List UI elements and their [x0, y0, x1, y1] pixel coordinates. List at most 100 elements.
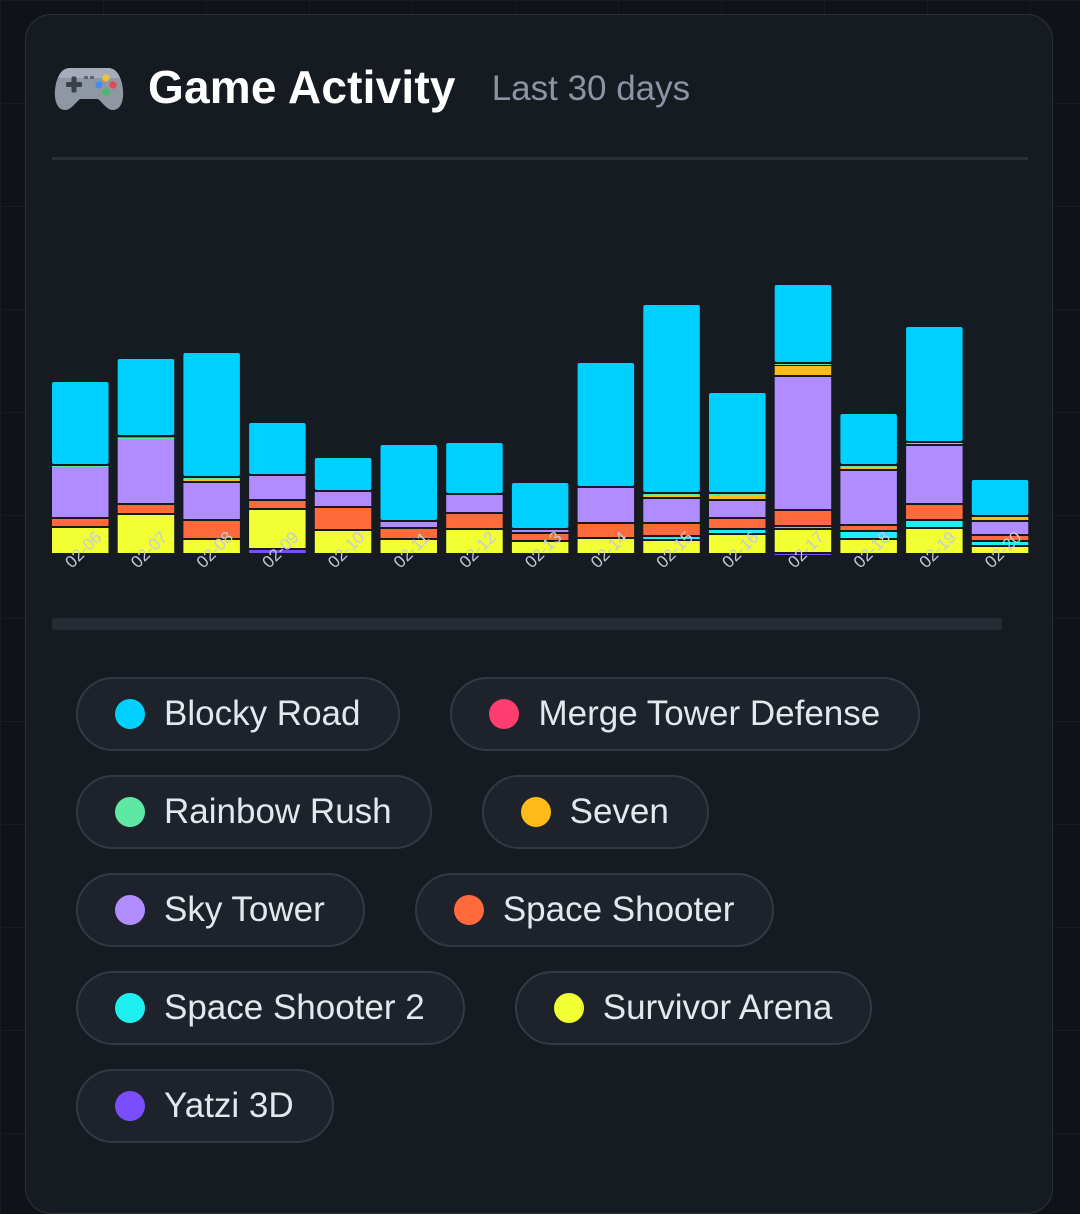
bar-segment[interactable]	[840, 466, 897, 467]
bar-segment[interactable]	[906, 327, 963, 441]
bar-segment[interactable]	[906, 443, 963, 444]
legend-item[interactable]: Yatzi 3D	[76, 1069, 334, 1143]
bar-segment[interactable]	[511, 542, 569, 553]
bar-segment[interactable]	[643, 305, 700, 492]
bar-segment[interactable]	[709, 494, 766, 495]
chart-scrollbar[interactable]	[52, 618, 1002, 630]
bar-segment[interactable]	[840, 540, 897, 553]
bar-stack-02-17[interactable]	[774, 285, 832, 555]
bar-stack-02-12[interactable]	[446, 443, 503, 553]
bar-segment[interactable]	[840, 532, 897, 538]
bar-stack-02-10[interactable]	[314, 458, 372, 553]
bar-segment[interactable]	[577, 488, 635, 522]
bar-stack-02-14[interactable]	[577, 363, 635, 553]
bar-segment[interactable]	[971, 480, 1029, 515]
bar-segment[interactable]	[314, 492, 372, 506]
bar-segment[interactable]	[314, 531, 372, 553]
bar-segment[interactable]	[183, 540, 240, 553]
legend-item[interactable]: Sky Tower	[76, 873, 365, 947]
bar-segment[interactable]	[774, 511, 832, 525]
bar-segment[interactable]	[971, 547, 1029, 553]
bar-segment[interactable]	[511, 483, 569, 528]
bar-segment[interactable]	[643, 537, 700, 539]
bar-stack-02-18[interactable]	[840, 414, 897, 553]
bar-segment[interactable]	[643, 495, 700, 497]
bar-segment[interactable]	[709, 530, 766, 533]
legend-item[interactable]: Rainbow Rush	[76, 775, 432, 849]
bar-segment[interactable]	[380, 529, 438, 538]
bar-stack-02-15[interactable]	[643, 305, 700, 553]
bar-segment[interactable]	[577, 524, 635, 537]
legend-item[interactable]: Merge Tower Defense	[450, 677, 921, 751]
bar-segment[interactable]	[314, 508, 372, 529]
legend-item[interactable]: Survivor Arena	[514, 971, 873, 1045]
bar-segment[interactable]	[577, 539, 635, 553]
bar-segment[interactable]	[380, 445, 438, 520]
bar-stack-02-11[interactable]	[380, 445, 438, 553]
bar-segment[interactable]	[511, 534, 569, 540]
bar-segment[interactable]	[577, 363, 635, 486]
legend-item[interactable]: Space Shooter 2	[76, 971, 465, 1045]
bar-segment[interactable]	[380, 540, 438, 553]
bar-segment[interactable]	[774, 527, 832, 528]
bar-segment[interactable]	[183, 483, 240, 519]
bar-segment[interactable]	[971, 542, 1029, 545]
bar-segment[interactable]	[906, 446, 963, 503]
legend-item[interactable]: Blocky Road	[76, 677, 401, 751]
bar-segment[interactable]	[117, 437, 175, 438]
bar-stack-02-13[interactable]	[511, 483, 569, 553]
bar-stack-02-16[interactable]	[709, 393, 766, 553]
bar-stack-02-07[interactable]	[117, 359, 175, 553]
bar-segment[interactable]	[52, 528, 109, 553]
bar-segment[interactable]	[840, 467, 897, 469]
bar-segment[interactable]	[249, 423, 306, 474]
bar-segment[interactable]	[774, 366, 832, 375]
bar-segment[interactable]	[643, 494, 700, 495]
bar-segment[interactable]	[117, 359, 175, 435]
bar-segment[interactable]	[774, 377, 832, 509]
bar-segment[interactable]	[840, 526, 897, 530]
bar-segment[interactable]	[709, 519, 766, 528]
bar-segment[interactable]	[446, 530, 503, 553]
bar-stack-02-06[interactable]	[52, 382, 109, 553]
bar-segment[interactable]	[52, 467, 109, 517]
bar-segment[interactable]	[183, 353, 240, 476]
bar-stack-02-09[interactable]	[249, 423, 306, 553]
bar-segment[interactable]	[52, 382, 109, 464]
bar-segment[interactable]	[643, 541, 700, 553]
bar-segment[interactable]	[446, 495, 503, 512]
bar-segment[interactable]	[709, 535, 766, 553]
bar-segment[interactable]	[774, 364, 832, 365]
bar-segment[interactable]	[774, 554, 832, 555]
bar-segment[interactable]	[971, 536, 1029, 540]
bar-segment[interactable]	[183, 521, 240, 538]
bar-segment[interactable]	[511, 530, 569, 532]
bar-segment[interactable]	[446, 443, 503, 493]
bar-segment[interactable]	[183, 478, 240, 479]
bar-segment[interactable]	[709, 495, 766, 499]
bar-stack-02-20[interactable]	[971, 480, 1029, 553]
bar-segment[interactable]	[183, 479, 240, 481]
bar-segment[interactable]	[117, 439, 175, 503]
bar-segment[interactable]	[774, 530, 832, 552]
bar-segment[interactable]	[117, 505, 175, 513]
bar-segment[interactable]	[643, 499, 700, 522]
bar-segment[interactable]	[774, 285, 832, 362]
bar-segment[interactable]	[709, 501, 766, 517]
bar-segment[interactable]	[249, 550, 306, 553]
bar-segment[interactable]	[249, 501, 306, 508]
legend-item[interactable]: Seven	[481, 775, 709, 849]
legend-item[interactable]: Space Shooter	[414, 873, 775, 947]
bar-segment[interactable]	[643, 524, 700, 535]
bar-segment[interactable]	[906, 505, 963, 519]
bar-segment[interactable]	[906, 521, 963, 527]
bar-segment[interactable]	[840, 414, 897, 464]
bar-segment[interactable]	[117, 438, 175, 439]
bar-segment[interactable]	[249, 476, 306, 499]
bar-segment[interactable]	[380, 522, 438, 527]
bar-stack-02-19[interactable]	[906, 327, 963, 553]
bar-segment[interactable]	[971, 522, 1029, 534]
bar-segment[interactable]	[709, 393, 766, 492]
bar-stack-02-08[interactable]	[183, 353, 240, 553]
bar-segment[interactable]	[446, 514, 503, 528]
